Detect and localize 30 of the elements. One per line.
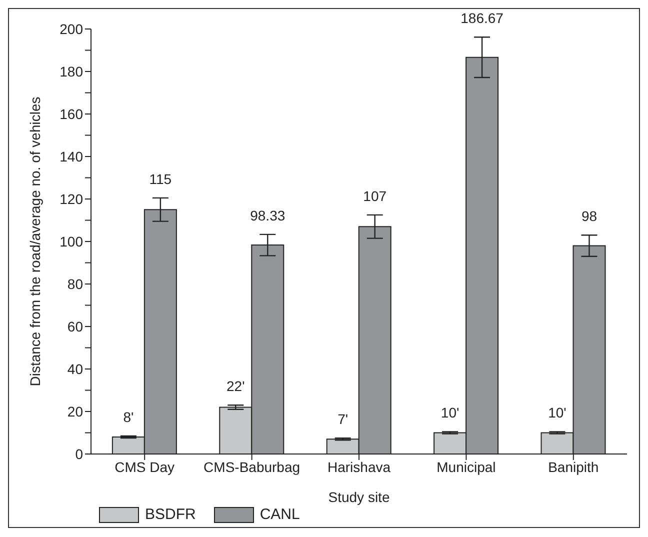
y-tick-label: 60 [67,318,84,334]
x-tick-label: Municipal [436,458,496,475]
data-label: 8' [123,408,134,425]
x-tick-label: CMS-Baburbag [204,458,300,475]
y-tick-label: 180 [60,63,84,80]
y-tick-label: 40 [67,360,84,377]
y-tick-label: 20 [67,403,84,420]
x-tick-label: CMS Day [114,458,175,475]
data-label: 186.67 [460,10,504,26]
legend-label: CANL [258,506,300,523]
data-label: 98.33 [250,207,286,224]
data-label: 115 [149,170,172,187]
data-label: 10' [440,404,460,421]
x-axis-title: Study site [328,489,390,505]
y-tick-label: 200 [60,20,84,37]
data-label: 7' [338,411,348,428]
data-label: 10' [548,404,566,421]
y-tick-label: 0 [75,446,84,462]
y-tick-label: 80 [67,276,84,292]
legend-label: BSDFR [144,506,196,523]
y-tick-label: 160 [60,106,84,122]
y-tick-label: 140 [60,148,84,164]
data-label: 98 [581,208,598,224]
y-tick-label: 120 [60,190,84,207]
data-label: 107 [363,188,387,204]
y-axis-title: Distance from the road/average no. of vehicles [26,96,43,386]
data-label: 22' [226,378,245,394]
x-tick-label: Harishava [327,458,391,475]
x-tick-label: Banipith [548,458,599,475]
y-tick-label: 100 [60,233,84,250]
